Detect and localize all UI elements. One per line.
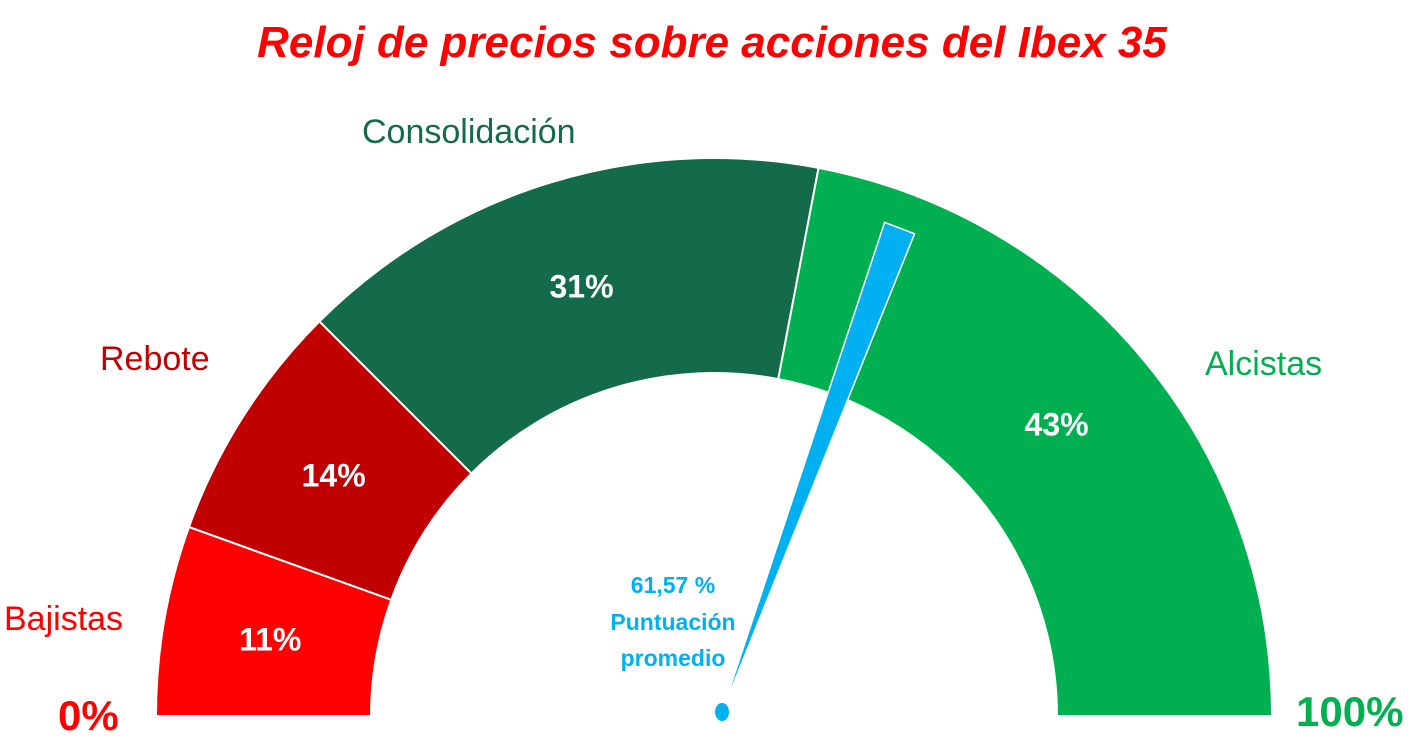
needle-caption-line2: promedio (620, 645, 726, 671)
gauge-value-label-rebote: 14% (302, 458, 366, 494)
gauge-value-label-bajistas: 11% (239, 622, 301, 658)
segment-name-rebote: Rebote (100, 340, 210, 378)
needle-caption-line1: Puntuación (610, 609, 736, 635)
segment-name-bajistas: Bajistas (4, 600, 124, 638)
max-label: 100% (1296, 688, 1404, 735)
gauge-segment-consolidacion (318, 157, 820, 475)
segment-name-alcistas: Alcistas (1205, 345, 1323, 383)
segment-name-consolidacion: Consolidación (362, 113, 576, 151)
gauge-value-label-alcistas: 43% (1025, 406, 1089, 442)
min-label: 0% (58, 692, 119, 739)
gauge-needle (721, 221, 916, 713)
gauge-needle-hub (715, 703, 729, 721)
needle-value-text: 61,57 % (630, 572, 716, 598)
gauge-segment-alcistas (777, 166, 1274, 717)
gauge-value-label-consolidacion: 31% (550, 268, 614, 304)
chart-title: Reloj de precios sobre acciones del Ibex… (257, 18, 1167, 67)
